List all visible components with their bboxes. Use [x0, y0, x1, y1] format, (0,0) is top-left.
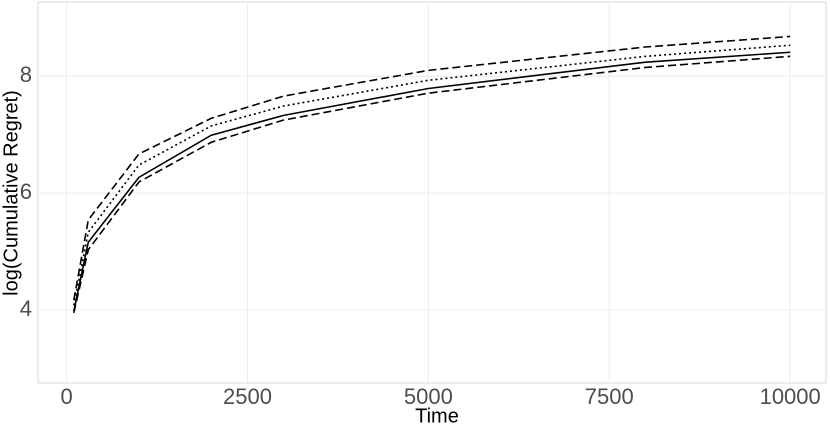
x-axis-title: Time [415, 405, 459, 427]
series-line [73, 55, 791, 314]
x-tick-label: 5000 [404, 384, 453, 409]
x-tick-label: 10000 [760, 384, 821, 409]
y-tick-label: 6 [20, 179, 32, 204]
x-tick-label: 2500 [223, 384, 272, 409]
x-tick-label: 7500 [585, 384, 634, 409]
y-tick-label: 4 [20, 296, 32, 321]
series-line [73, 35, 791, 301]
panel [37, 1, 827, 384]
y-tick-label: 8 [20, 62, 32, 87]
x-tick-label: 0 [60, 384, 72, 409]
y-axis-title: log(Cumulative Regret) [0, 90, 22, 296]
series-line [73, 51, 791, 312]
